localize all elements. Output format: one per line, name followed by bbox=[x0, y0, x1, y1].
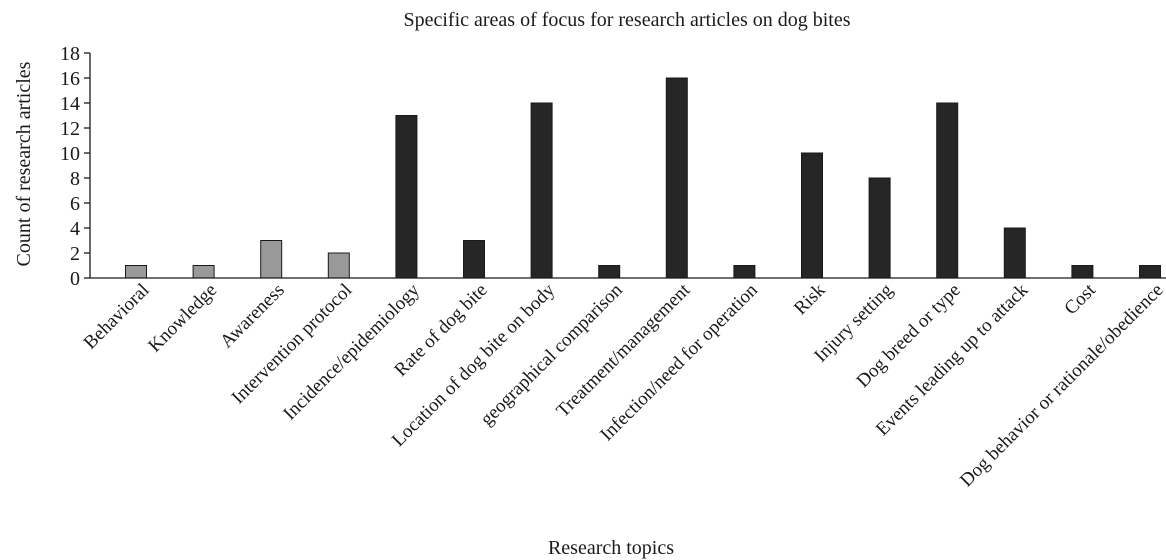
bar bbox=[125, 265, 147, 279]
bar bbox=[395, 115, 418, 279]
bar bbox=[936, 102, 959, 279]
x-category-label: Cost bbox=[1060, 279, 1100, 319]
y-axis-ticks: 0 2 4 6 8 10 12 14 16 18 bbox=[60, 43, 90, 290]
bar bbox=[598, 265, 621, 279]
x-category-label: Awareness bbox=[216, 280, 289, 353]
bar bbox=[1003, 227, 1026, 279]
bar bbox=[1139, 265, 1161, 279]
y-tick-label: 10 bbox=[60, 143, 80, 165]
x-category-label: Risk bbox=[790, 279, 830, 319]
x-axis-title: Research topics bbox=[548, 537, 674, 559]
x-axis-category-labels: BehavioralKnowledgeAwarenessIntervention… bbox=[80, 279, 1166, 491]
chart-title: Specific areas of focus for research art… bbox=[403, 9, 850, 31]
bar bbox=[463, 240, 485, 279]
bars bbox=[125, 77, 1161, 279]
x-category-label: Incidence/epidemiology bbox=[279, 279, 424, 424]
bar bbox=[801, 152, 823, 279]
x-category-label: Behavioral bbox=[80, 280, 154, 354]
y-tick-label: 8 bbox=[70, 168, 80, 190]
bar bbox=[327, 252, 350, 279]
y-tick-label: 18 bbox=[60, 43, 80, 65]
y-tick-label: 16 bbox=[60, 68, 80, 90]
y-tick-label: 6 bbox=[70, 193, 80, 215]
y-tick-label: 2 bbox=[70, 243, 80, 265]
y-tick-label: 14 bbox=[60, 93, 80, 115]
bar bbox=[665, 77, 688, 279]
bar bbox=[1071, 265, 1094, 279]
x-category-label: Treatment/management bbox=[552, 279, 694, 421]
x-category-label: Knowledge bbox=[144, 280, 221, 357]
y-axis-title: Count of research articles bbox=[13, 61, 35, 266]
bar bbox=[192, 265, 215, 279]
y-tick-label: 12 bbox=[60, 118, 80, 140]
bar bbox=[868, 177, 891, 279]
y-tick-label: 0 bbox=[70, 268, 80, 290]
y-tick-label: 4 bbox=[70, 218, 80, 240]
bar bbox=[260, 240, 283, 279]
bar bbox=[733, 265, 756, 279]
bar bbox=[530, 102, 553, 279]
x-category-label: Intervention protocol bbox=[228, 280, 357, 409]
